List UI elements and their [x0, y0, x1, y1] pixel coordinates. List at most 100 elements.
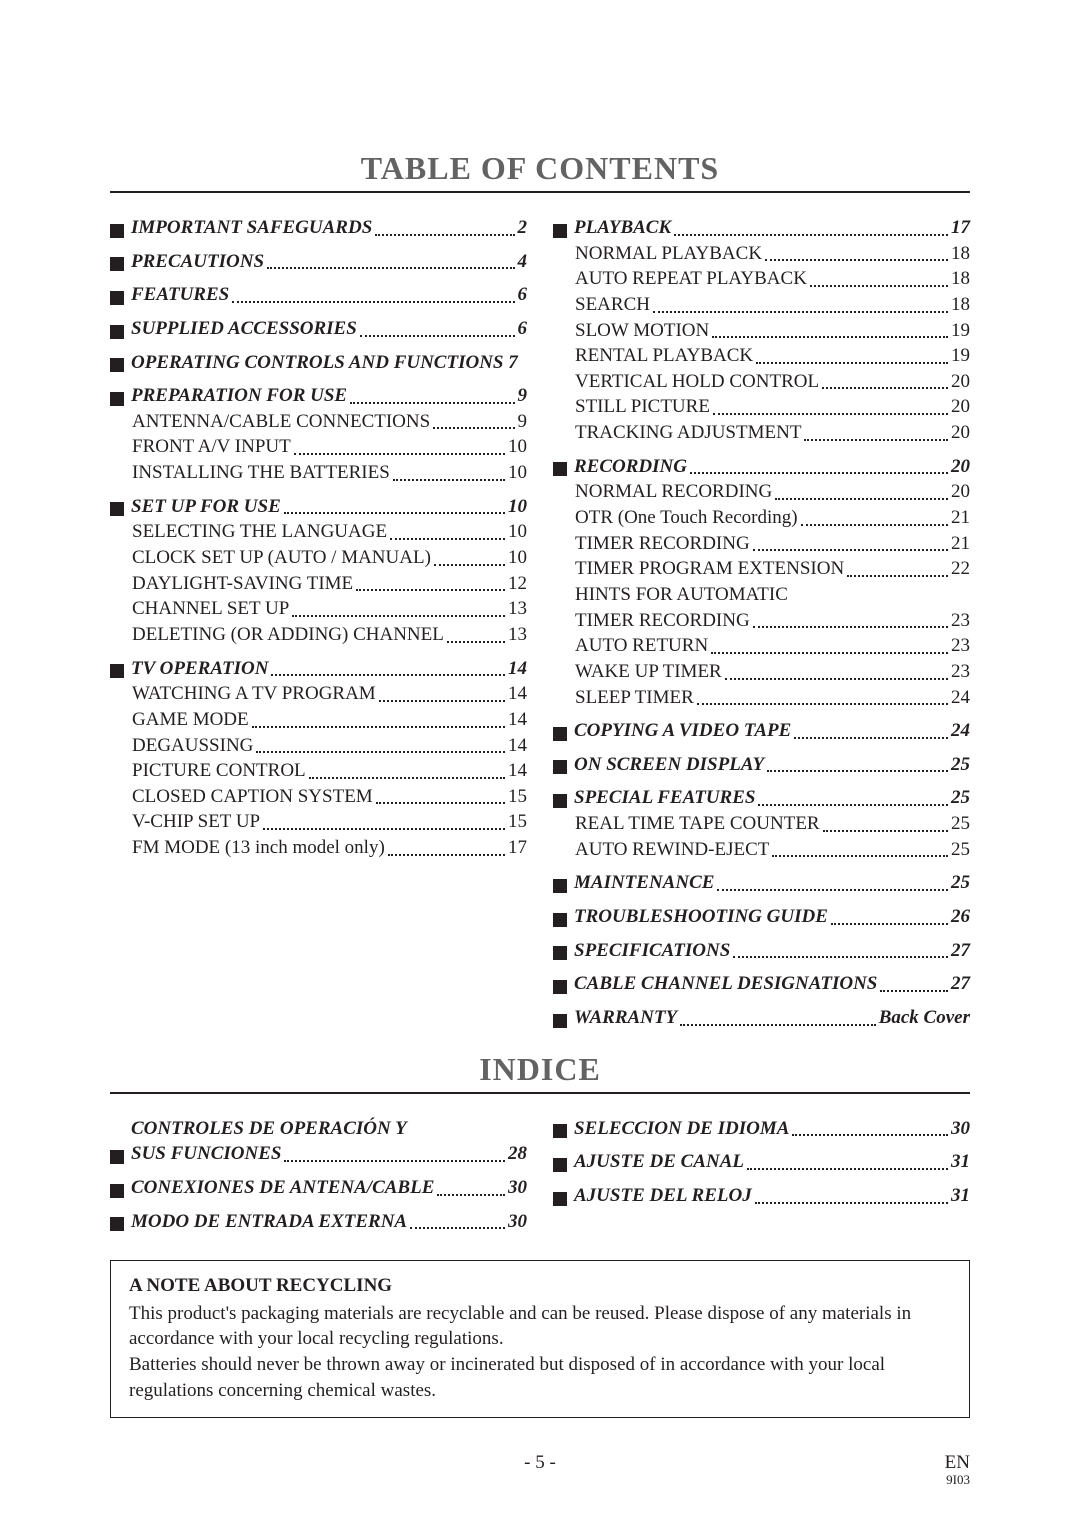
note-paragraph-1: This product's packaging materials are r…	[129, 1301, 951, 1352]
toc-major-entry: CABLE CHANNEL DESIGNATIONS27	[553, 971, 970, 997]
entry-page: 17	[508, 835, 527, 861]
dot-leader	[792, 1134, 948, 1136]
entry-label: TRACKING ADJUSTMENT	[575, 420, 801, 446]
entry-page: 30	[951, 1116, 970, 1142]
dot-leader	[697, 703, 948, 705]
entry-label: INSTALLING THE BATTERIES	[132, 460, 390, 486]
entry-page: 17	[951, 215, 970, 241]
toc-sub-entry: AUTO REPEAT PLAYBACK18	[553, 266, 970, 292]
square-bullet-icon	[553, 1192, 567, 1206]
dot-leader	[753, 549, 948, 551]
toc-major-entry: CONTROLES DE OPERACIÓN YSUS FUNCIONES28	[110, 1116, 527, 1167]
entry-label: MAINTENANCE	[574, 870, 714, 896]
entry-page: 22	[951, 556, 970, 582]
entry-label: AJUSTE DEL RELOJ	[574, 1183, 752, 1209]
square-bullet-icon	[110, 1217, 124, 1231]
toc-major-entry: RECORDING20	[553, 454, 970, 480]
page-footer: - 5 - EN 9I03	[110, 1452, 970, 1492]
entry-label: DELETING (OR ADDING) CHANNEL	[132, 622, 444, 648]
square-bullet-icon	[553, 879, 567, 893]
toc-major-entry: FEATURES6	[110, 282, 527, 308]
toc-sub-entry: INSTALLING THE BATTERIES10	[110, 460, 527, 486]
dot-leader	[753, 626, 948, 628]
entry-page: 26	[951, 904, 970, 930]
entry-page: 6	[518, 316, 528, 342]
toc-sub-entry: PICTURE CONTROL14	[110, 758, 527, 784]
entry-page: 24	[951, 685, 970, 711]
dot-leader	[775, 498, 948, 500]
entry-page: 27	[951, 938, 970, 964]
entry-page: 27	[951, 971, 970, 997]
toc-sub-entry: SLEEP TIMER24	[553, 685, 970, 711]
square-bullet-icon	[553, 224, 567, 238]
toc-sub-entry: V-CHIP SET UP15	[110, 809, 527, 835]
entry-page: 10	[508, 494, 527, 520]
toc-major-entry: MAINTENANCE25	[553, 870, 970, 896]
square-bullet-icon	[110, 291, 124, 305]
entry-label: TIMER RECORDING	[575, 608, 750, 634]
dot-leader	[725, 678, 948, 680]
dot-leader	[447, 641, 505, 643]
toc-sub-entry: DELETING (OR ADDING) CHANNEL 13	[110, 622, 527, 648]
entry-label: WATCHING A TV PROGRAM	[132, 681, 376, 707]
entry-page: 25	[951, 811, 970, 837]
toc-sub-entry: CLOCK SET UP (AUTO / MANUAL)10	[110, 545, 527, 571]
dot-leader	[434, 564, 505, 566]
toc-sub-entry: AUTO REWIND-EJECT25	[553, 837, 970, 863]
entry-label: TV OPERATION	[131, 656, 268, 682]
entry-label: IMPORTANT SAFEGUARDS	[131, 215, 372, 241]
entry-page: 13	[508, 622, 527, 648]
square-bullet-icon	[553, 727, 567, 741]
entry-label: SUPPLIED ACCESSORIES	[131, 316, 357, 342]
entry-label: CHANNEL SET UP	[132, 596, 289, 622]
entry-label: SUS FUNCIONES	[131, 1141, 281, 1167]
dot-leader	[680, 1024, 876, 1026]
toc-sub-entry: DEGAUSSING14	[110, 733, 527, 759]
entry-page: 19	[951, 318, 970, 344]
entry-label: OPERATING CONTROLS AND FUNCTIONS	[131, 350, 504, 376]
entry-page: 19	[951, 343, 970, 369]
dot-leader	[252, 726, 505, 728]
entry-label: OTR (One Touch Recording)	[575, 505, 798, 531]
toc-sub-entry: TIMER PROGRAM EXTENSION 22	[553, 556, 970, 582]
dot-leader	[375, 234, 514, 236]
entry-page: 25	[951, 837, 970, 863]
document-page: TABLE OF CONTENTS IMPORTANT SAFEGUARDS2P…	[0, 0, 1080, 1532]
entry-label: TIMER PROGRAM EXTENSION	[575, 556, 844, 582]
entry-label: SEARCH	[575, 292, 650, 318]
dot-leader	[356, 589, 505, 591]
dot-leader	[410, 1227, 505, 1229]
toc-sub-entry: SLOW MOTION19	[553, 318, 970, 344]
entry-label: PLAYBACK	[574, 215, 671, 241]
square-bullet-icon	[110, 1184, 124, 1198]
entry-page: 23	[951, 633, 970, 659]
toc-major-entry: SPECIAL FEATURES25	[553, 785, 970, 811]
square-bullet-icon	[553, 980, 567, 994]
entry-page: 18	[951, 266, 970, 292]
entry-label: RENTAL PLAYBACK	[575, 343, 753, 369]
entry-page: Back Cover	[879, 1005, 970, 1031]
entry-page: 18	[951, 241, 970, 267]
dot-leader	[756, 362, 948, 364]
toc-major-entry: COPYING A VIDEO TAPE24	[553, 718, 970, 744]
toc-major-entry: IMPORTANT SAFEGUARDS2	[110, 215, 527, 241]
toc-major-entry: AJUSTE DEL RELOJ 31	[553, 1183, 970, 1209]
toc-sub-entry: SEARCH18	[553, 292, 970, 318]
entry-page: 15	[508, 784, 527, 810]
toc-major-entry: PREPARATION FOR USE 9	[110, 383, 527, 409]
entry-page: 31	[951, 1183, 970, 1209]
dot-leader	[765, 259, 948, 261]
dot-leader	[823, 830, 948, 832]
entry-page: 14	[508, 733, 527, 759]
entry-page: 28	[508, 1141, 527, 1167]
toc-major-entry: SPECIFICATIONS27	[553, 938, 970, 964]
entry-label: GAME MODE	[132, 707, 249, 733]
footer-lang: EN	[945, 1452, 970, 1474]
entry-label: PREPARATION FOR USE	[131, 383, 347, 409]
square-bullet-icon	[553, 794, 567, 808]
entry-page: 9	[518, 383, 528, 409]
dot-leader	[772, 855, 948, 857]
dot-leader	[804, 439, 948, 441]
recycling-note: A NOTE ABOUT RECYCLING This product's pa…	[110, 1260, 970, 1418]
note-title: A NOTE ABOUT RECYCLING	[129, 1273, 951, 1299]
